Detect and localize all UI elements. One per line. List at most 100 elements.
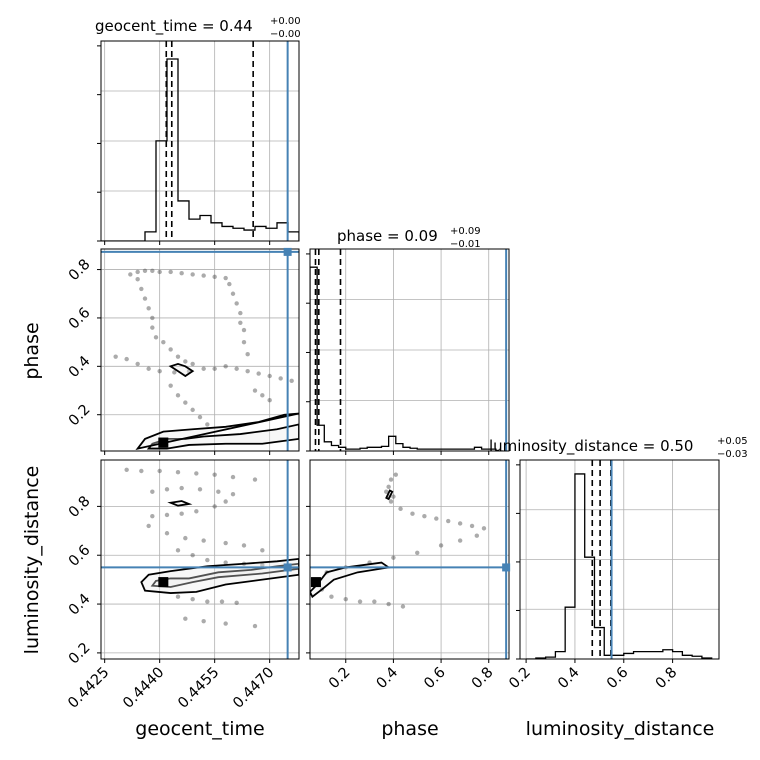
ld-vs-geocent-time-sample-point [230,474,236,480]
geocent-time-tick-label: 0.4470 [230,665,277,712]
ld-vs-geocent-time-sample-point [260,548,265,553]
phase-vs-geocent-time-sample-point [153,335,159,340]
ld-vs-geocent-time-density-peak [158,577,169,588]
phase-vs-geocent-time-sample-point [223,275,228,281]
ld-vs-phase-sample-point [391,555,396,560]
phase-vs-geocent-time-contour [135,412,299,450]
phase-vs-geocent-time-sample-point [142,296,148,301]
phase-vs-geocent-time-contour [168,362,195,378]
phase-vs-geocent-time-sample-point [183,400,188,405]
ld-vs-phase-sample-point [446,518,451,524]
phase-vs-geocent-time-sample-point [238,310,243,316]
phase-x-tick-label: 0.2 [326,665,354,693]
ld-vs-geocent-time-sample-point [252,477,258,482]
phase-vs-geocent-time-sample-point [238,320,243,325]
axes-frame [309,459,510,660]
title-phase-plus: +0.09 [450,226,481,237]
phase-vs-geocent-time-sample-point [157,368,162,374]
phase-vs-geocent-time-sample-point [267,373,272,379]
truth-marker [283,247,292,256]
ld-vs-geocent-time-sample-point [175,548,181,553]
ld-vs-geocent-time-sample-point [219,599,225,604]
luminosity-distance-y-tick-label: 0.6 [66,542,94,570]
title-geocent-time-plus: +0.00 [270,16,301,27]
title-geocent-time-minus: −0.00 [270,29,301,40]
ld-vs-phase-sample-point [398,506,403,512]
ld-vs-geocent-time-sample-point [212,504,217,509]
phase-vs-geocent-time-sample-point [179,270,184,276]
phase-vs-geocent-time-sample-point [267,397,272,403]
phase-vs-geocent-time-sample-point [150,315,155,321]
phase-vs-geocent-time-sample-point [128,272,133,277]
phase-vs-geocent-time-sample-point [245,368,250,374]
phase-vs-geocent-time-sample-point [212,366,217,371]
panel-ld-vs-phase: 0.2 0.4 0.6 0.8 [306,459,511,693]
axes-frame [519,459,720,660]
ld-vs-phase-sample-point [422,513,427,519]
phase-vs-geocent-time-sample-point [234,366,239,371]
ld-vs-phase-sample-point [388,499,394,504]
phase-histogram [310,266,504,451]
phase-vs-geocent-time-sample-point [252,388,258,393]
ld-vs-phase-sample-point [457,521,463,526]
phase-vs-geocent-time-sample-point [161,339,166,345]
luminosity-distance-x-tick-label: 0.8 [653,665,681,693]
ld-vs-geocent-time-sample-point [252,623,258,629]
luminosity-distance-x-tick-label: 0.6 [604,665,632,693]
luminosity-distance-x-tick-label: 0.4 [555,665,583,693]
phase-vs-geocent-time-sample-point [190,361,195,367]
phase-vs-geocent-time-sample-point [146,366,151,371]
phase-vs-geocent-time-sample-point [241,339,247,345]
truth-marker [283,563,292,572]
phase-y-tick-label: 0.8 [66,257,94,285]
ld-vs-phase-sample-point [410,511,415,516]
ld-vs-phase-sample-point [386,601,391,607]
phase-vs-geocent-time-sample-point [172,370,177,375]
ld-vs-geocent-time-sample-point [157,468,162,474]
ld-vs-phase-sample-point [434,516,439,521]
ld-vs-phase-sample-point [438,543,444,548]
title-geocent-time-name: geocent_time [95,17,197,36]
ld-vs-geocent-time-sample-point [150,489,155,494]
ld-vs-geocent-time-sample-point [175,594,181,599]
ld-vs-geocent-time-sample-point [164,512,170,518]
ld-vs-geocent-time-sample-point [260,562,265,568]
phase-vs-geocent-time-sample-point [175,393,181,398]
panel-phase-vs-geocent-time: 0.2 0.4 0.6 0.8 [66,247,300,455]
ld-vs-geocent-time-sample-point [212,472,217,477]
title-luminosity-distance-name: luminosity_distance [489,437,638,456]
phase-vs-geocent-time-sample-point [168,347,173,352]
phase-x-tick-label: 0.6 [421,665,449,693]
title-luminosity-distance: luminosity_distance = 0.50 [489,437,693,456]
phase-vs-geocent-time-sample-point [227,281,232,287]
ld-vs-geocent-time-sample-point [194,509,199,514]
phase-vs-geocent-time-sample-point [168,269,173,275]
phase-vs-geocent-time-sample-point [201,366,206,371]
ld-vs-geocent-time-sample-point [183,535,188,541]
geocent-time-tick-label: 0.4455 [175,665,222,712]
phase-y-tick-label: 0.2 [66,402,94,430]
phase-vs-geocent-time-sample-point [190,407,195,413]
phase-vs-geocent-time-sample-point [168,383,173,388]
phase-vs-geocent-time-sample-point [201,273,206,278]
ld-vs-phase-sample-point [393,472,398,477]
panel-phase-hist [306,248,510,455]
phase-vs-geocent-time-sample-point [241,327,247,333]
phase-vs-geocent-time-sample-point [190,272,195,277]
ld-vs-geocent-time-sample-point [139,468,144,474]
ld-vs-geocent-time-sample-point [124,467,129,472]
panel-geocent-time-hist [97,40,300,245]
geocent-time-tick-label: 0.4425 [65,665,112,712]
ld-vs-phase-sample-point [474,533,480,538]
ld-vs-geocent-time-sample-point [223,621,228,626]
axes-frame [100,248,300,452]
phase-vs-geocent-time-sample-point [230,291,236,296]
ld-vs-geocent-time-sample-point [194,471,199,476]
ld-vs-phase-sample-point [457,538,463,543]
phase-vs-geocent-time-sample-point [124,356,129,362]
phase-vs-geocent-time-sample-point [139,286,144,292]
xlabel-luminosity-distance: luminosity_distance [526,718,715,740]
luminosity-distance-y-tick-label: 0.8 [66,493,94,521]
title-phase-name: phase [337,227,382,245]
